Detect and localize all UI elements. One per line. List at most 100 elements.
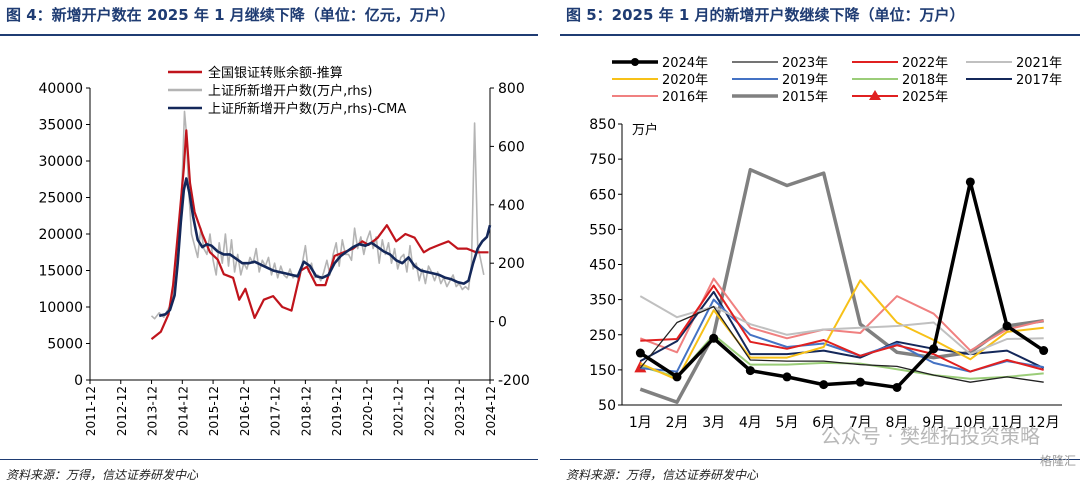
- x-tick-label: 2024-12: [484, 386, 498, 436]
- x-tick-label: 9月: [922, 415, 945, 431]
- y-tick-label: 250: [589, 328, 616, 344]
- y-tick-label: 550: [589, 222, 616, 238]
- series-2024-point: [1002, 321, 1012, 331]
- legend-2015-label: 2015年: [782, 90, 828, 105]
- x-tick-label: 2016-12: [238, 386, 252, 436]
- series-2024-point: [672, 372, 682, 382]
- figure-5-title-bar: 图 5：2025 年 1 月的新增开户数继续下降（单位：万户）: [560, 0, 1080, 36]
- series-line-new-accounts-cma: [158, 177, 492, 318]
- figure-5-panel: 图 5：2025 年 1 月的新增开户数继续下降（单位：万户） 50 150 250…: [560, 0, 1080, 484]
- series-2024-point: [855, 377, 865, 387]
- x-tick-label: 2020-12: [361, 386, 375, 436]
- legend-2025-marker: [869, 90, 881, 100]
- x-tick-label: 8月: [886, 415, 909, 431]
- left-y-tick-label: 30000: [38, 154, 83, 170]
- figure-4-panel: 图 4：新增开户数在 2025 年 1 月继续下降（单位：亿元，万户） 0 500…: [0, 0, 538, 484]
- left-y-tick-label: 5000: [47, 337, 83, 353]
- right-y-tick-label: 0: [498, 315, 507, 331]
- right-y-tick-label: 200: [498, 256, 525, 272]
- series-2020-line: [639, 279, 1044, 381]
- y-tick-label: 850: [589, 117, 616, 133]
- series-2022-line: [640, 284, 1044, 373]
- left-y-tick-label: 20000: [38, 227, 83, 243]
- x-tick-label: 2022-12: [422, 386, 436, 436]
- x-tick-label: 10月: [954, 415, 986, 431]
- left-y-tick-label: 0: [74, 373, 83, 389]
- legend-2022-label: 2022年: [902, 56, 948, 71]
- series-2024-point: [635, 348, 645, 358]
- left-y-tick-label: 10000: [38, 300, 83, 316]
- x-tick-label: 2018-12: [299, 386, 313, 436]
- legend-2019-label: 2019年: [782, 73, 828, 88]
- legend-label: 全国银证转账余额-推算: [208, 65, 343, 81]
- x-tick-label: 3月: [702, 415, 725, 431]
- figure-5-chart: 50 150 250 350 450 550 650 750 850 万户 1月 2月 3月 4月 5月 6月…: [589, 56, 1062, 431]
- y-tick-label: 750: [589, 152, 616, 168]
- x-tick-label: 2013-12: [146, 386, 160, 436]
- series-line-new-accounts: [150, 110, 485, 320]
- legend-2024-label: 2024年: [662, 56, 708, 71]
- legend-2017-label: 2017年: [1016, 73, 1062, 88]
- y-tick-label: 450: [589, 258, 616, 274]
- x-tick-label: 5月: [776, 415, 799, 431]
- x-tick-label: 2023-12: [453, 386, 467, 436]
- gelonghui-logo: 格隆汇: [1039, 454, 1076, 468]
- series-2024-point: [819, 380, 829, 390]
- legend-2016-label: 2016年: [662, 90, 708, 105]
- x-tick-label: 12月: [1028, 415, 1060, 431]
- left-y-tick-label: 25000: [38, 191, 83, 207]
- series-2024-point: [965, 177, 975, 187]
- legend-2025-label: 2025年: [902, 90, 948, 105]
- left-y-tick-label: 35000: [38, 118, 83, 134]
- figure-4-source-bar: 资料来源：万得，信达证券研发中心: [0, 459, 538, 485]
- y-tick-label: 150: [589, 363, 616, 379]
- legend-2023-label: 2023年: [782, 56, 828, 71]
- x-tick-label: 4月: [739, 415, 762, 431]
- figure-4-title: 图 4：新增开户数在 2025 年 1 月继续下降（单位：亿元，万户）: [6, 6, 455, 24]
- series-2016-line: [639, 277, 1044, 354]
- legend-2021-label: 2021年: [1016, 56, 1062, 71]
- figure-4-source: 资料来源：万得，信达证券研发中心: [6, 468, 199, 482]
- right-y-tick-label: -200: [498, 373, 530, 389]
- x-tick-label: 2014-12: [176, 386, 190, 436]
- x-tick-label: 1月: [629, 415, 652, 431]
- series-2024-point: [929, 344, 939, 354]
- series-line-transfer-balance: [150, 129, 489, 340]
- left-y-tick-label: 15000: [38, 264, 83, 280]
- y-axis-unit: 万户: [632, 122, 658, 138]
- x-tick-label: 2017-12: [269, 386, 283, 436]
- y-tick-label: 50: [598, 398, 616, 414]
- figure-4-title-bar: 图 4：新增开户数在 2025 年 1 月继续下降（单位：亿元，万户）: [0, 0, 538, 36]
- x-tick-label: 2012-12: [115, 386, 129, 436]
- figure-5-source: 资料来源：万得，信达证券研发中心: [566, 468, 759, 482]
- y-tick-label: 350: [589, 293, 616, 309]
- figure-5-source-bar: 资料来源：万得，信达证券研发中心: [560, 459, 1080, 485]
- legend-2020-label: 2020年: [662, 73, 708, 88]
- series-2024-point: [782, 372, 792, 382]
- legend-label: 上证所新增开户数(万户,rhs): [208, 83, 372, 99]
- series-2024-point: [709, 333, 719, 343]
- legend-label: 上证所新增开户数(万户,rhs)-CMA: [208, 101, 406, 117]
- y-tick-label: 650: [589, 187, 616, 203]
- figure-4-chart: 0 5000 10000 15000 20000 25000 30000 35000 40000…: [38, 65, 530, 436]
- series-2023-line: [639, 305, 1044, 383]
- legend-2024-marker: [631, 58, 639, 66]
- x-tick-label: 2月: [666, 415, 689, 431]
- legend-2018-label: 2018年: [902, 73, 948, 88]
- x-tick-label: 2011-12: [84, 386, 98, 436]
- x-tick-label: 2021-12: [392, 386, 406, 436]
- series-2024-point: [1039, 346, 1049, 356]
- left-y-tick-label: 40000: [38, 81, 83, 97]
- x-tick-label: 7月: [849, 415, 872, 431]
- series-2024-point: [745, 366, 755, 376]
- right-y-tick-label: 400: [498, 198, 525, 214]
- x-tick-label: 2019-12: [330, 386, 344, 436]
- watermark-text: 公众号 · 樊继拓投资策略: [820, 424, 1040, 448]
- x-tick-label: 11月: [991, 415, 1023, 431]
- right-y-tick-label: 800: [498, 81, 525, 97]
- series-2024-point: [892, 382, 902, 392]
- series-2024-line: [639, 180, 1045, 390]
- right-y-tick-label: 600: [498, 139, 525, 155]
- x-tick-label: 6月: [812, 415, 835, 431]
- series-2021-line: [639, 295, 1044, 356]
